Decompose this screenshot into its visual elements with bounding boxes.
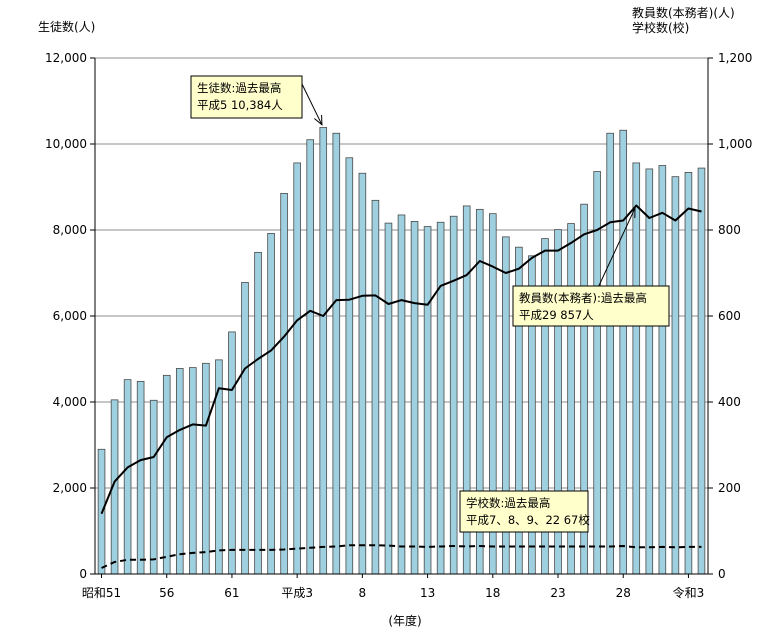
student-bar xyxy=(254,251,262,575)
right-tick-label: 1,200 xyxy=(718,51,752,65)
student-bar xyxy=(319,127,328,575)
x-tick-label: 13 xyxy=(420,586,435,600)
student-bar xyxy=(189,367,197,575)
student-bar xyxy=(332,132,341,575)
right-tick-label: 600 xyxy=(718,309,741,323)
student-bar xyxy=(280,193,288,575)
annotation-line1: 生徒数:過去最高 xyxy=(197,81,281,95)
x-axis-title: (年度) xyxy=(388,613,421,628)
student-bar xyxy=(619,129,628,575)
student-bar xyxy=(241,282,249,575)
student-bar xyxy=(671,176,680,575)
right-tick-label: 400 xyxy=(718,395,741,409)
student-bar xyxy=(293,162,301,575)
student-bar xyxy=(423,226,432,575)
teacher-line xyxy=(100,204,702,515)
student-bar xyxy=(384,222,393,575)
annotation-line1: 教員数(本務者):過去最高 xyxy=(519,291,647,305)
annotation-box xyxy=(512,285,670,327)
student-bar xyxy=(436,221,445,575)
student-bar xyxy=(345,157,354,575)
student-bar xyxy=(606,132,614,575)
right-axis-title-line2: 学校数(校) xyxy=(632,20,689,35)
student-bar xyxy=(228,331,236,575)
student-bar xyxy=(175,368,184,575)
callout-arrow xyxy=(598,207,636,287)
x-tick-label: 昭和51 xyxy=(82,586,121,600)
x-tick-label: 28 xyxy=(616,586,631,600)
left-tick-label: 4,000 xyxy=(53,395,87,409)
annotation-line2: 平成7、8、9、22 67校 xyxy=(466,513,590,527)
annotation-line1: 学校数:過去最高 xyxy=(466,496,550,510)
school-line xyxy=(101,544,702,569)
student-bar xyxy=(684,171,693,575)
axes: 0 0 2,000 200 4,000 400 6,000 600 8,000 800 10,000… xyxy=(45,51,752,600)
student-bar xyxy=(306,139,314,575)
student-bar xyxy=(358,172,367,575)
left-tick-label: 10,000 xyxy=(45,137,87,151)
x-tick-label: 61 xyxy=(224,586,239,600)
annotation-line2: 平成29 857人 xyxy=(519,308,594,322)
student-bar xyxy=(371,199,380,575)
student-bar xyxy=(449,215,458,575)
left-tick-label: 0 xyxy=(79,567,87,581)
left-axis-title: 生徒数(人) xyxy=(38,19,95,34)
right-tick-label: 0 xyxy=(718,567,726,581)
left-tick-label: 2,000 xyxy=(53,481,87,495)
student-bars xyxy=(97,127,706,575)
x-tick-label: 8 xyxy=(359,586,367,600)
x-tick-label: 平成3 xyxy=(281,586,313,600)
student-bar xyxy=(267,233,275,575)
student-bar xyxy=(123,379,132,575)
student-bar xyxy=(162,374,171,575)
x-tick-label: 18 xyxy=(485,586,500,600)
left-tick-label: 12,000 xyxy=(45,51,87,65)
student-bar xyxy=(149,399,158,575)
x-tick-label: 令和3 xyxy=(673,585,705,600)
student-bar xyxy=(136,380,145,575)
student-bar xyxy=(202,362,210,575)
left-tick-label: 6,000 xyxy=(53,309,87,323)
callout-arrowhead xyxy=(627,207,636,219)
right-tick-label: 200 xyxy=(718,481,741,495)
callout-arrow xyxy=(301,83,323,126)
right-tick-label: 1,000 xyxy=(718,137,752,151)
student-bar xyxy=(645,168,654,575)
lines xyxy=(100,204,702,569)
callout-arrowhead xyxy=(314,114,323,126)
x-tick-label: 23 xyxy=(550,586,565,600)
right-tick-label: 800 xyxy=(718,223,741,237)
student-bar xyxy=(632,162,641,575)
student-bar xyxy=(658,165,667,575)
annotation-box xyxy=(190,75,303,119)
student-bar xyxy=(410,220,419,575)
annotation-line2: 平成5 10,384人 xyxy=(197,98,283,112)
student-bar xyxy=(397,214,406,575)
left-tick-label: 8,000 xyxy=(53,223,87,237)
student-bar xyxy=(697,167,706,575)
right-axis-title-line1: 教員数(本務者)(人) xyxy=(632,5,735,20)
x-tick-label: 56 xyxy=(159,586,174,600)
student-bar xyxy=(593,171,601,575)
annotation-box xyxy=(459,490,589,533)
